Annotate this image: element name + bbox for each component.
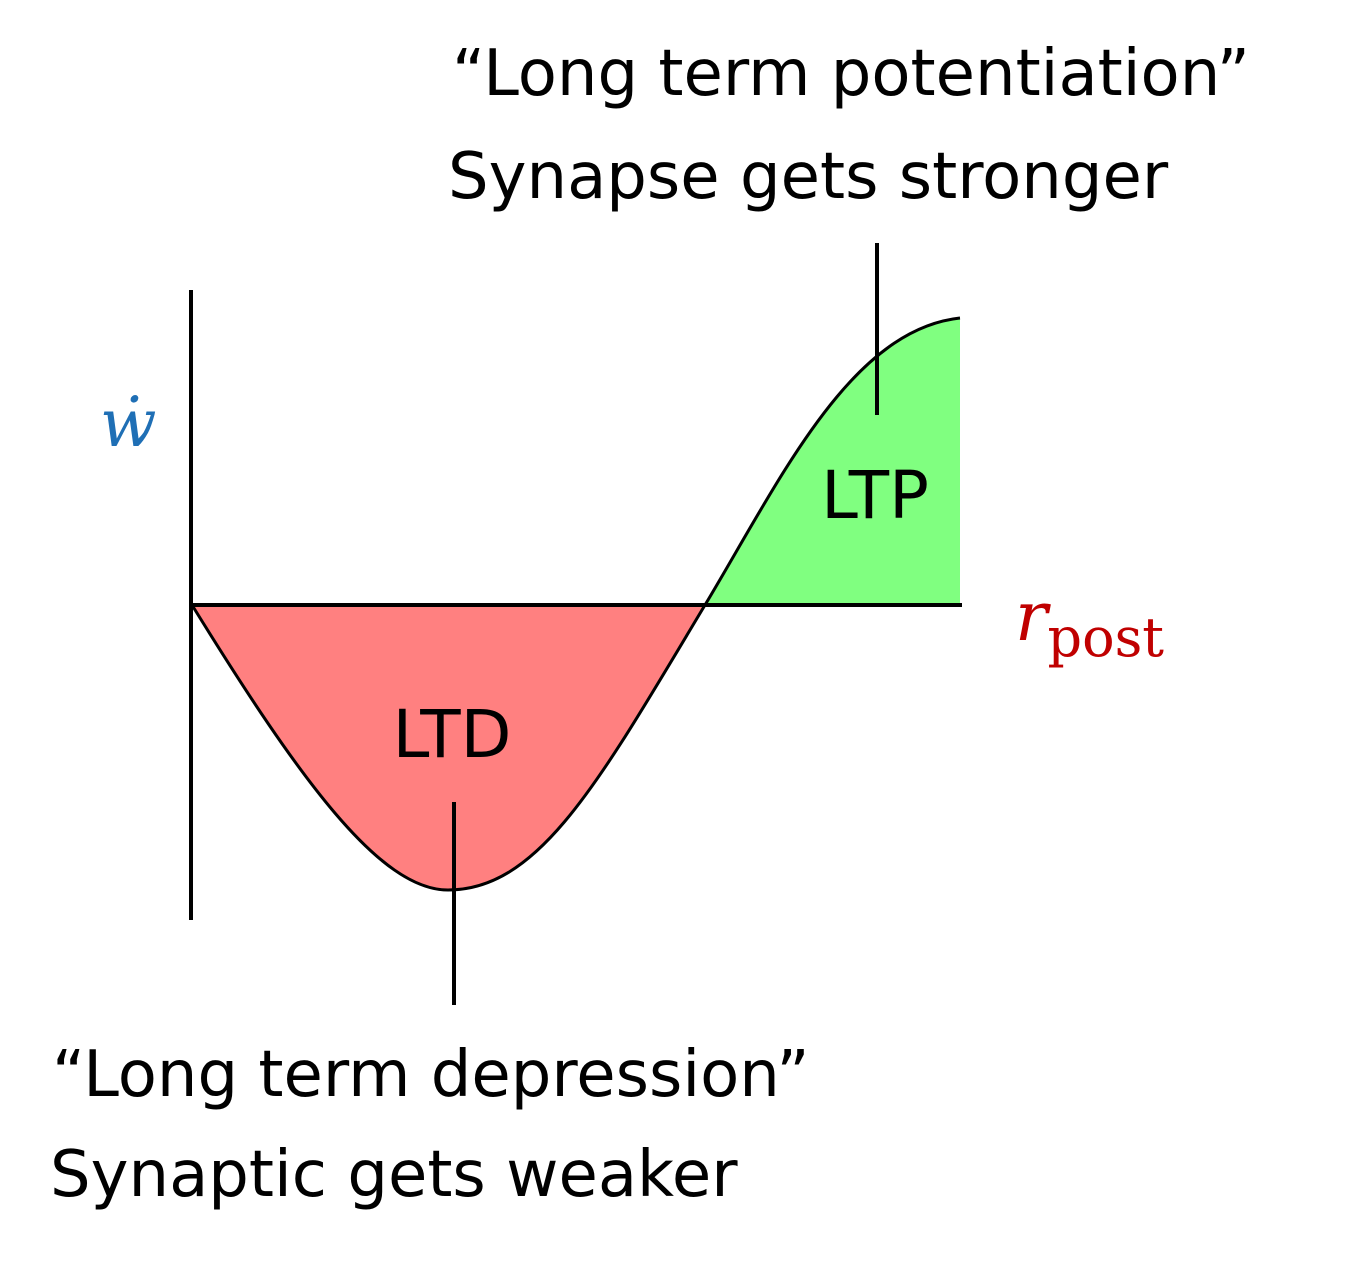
ltp-label: LTP (821, 457, 929, 534)
x-axis-label-main: r (1015, 578, 1051, 657)
ltp-description: Synapse gets stronger (448, 140, 1169, 214)
ltd-label: LTD (393, 696, 512, 773)
ltd-region (192, 605, 705, 890)
ltd-description: Synaptic gets weaker (50, 1138, 738, 1212)
x-axis-label-sub: post (1048, 606, 1165, 669)
ltp-title: “Long term potentiation” (452, 37, 1250, 111)
ltd-title: “Long term depression” (52, 1038, 810, 1112)
ltp-region (705, 318, 960, 605)
y-axis-label: ẇ (100, 385, 157, 462)
rate-curve (190, 316, 961, 892)
x-axis-label: rpost (1015, 578, 1164, 669)
